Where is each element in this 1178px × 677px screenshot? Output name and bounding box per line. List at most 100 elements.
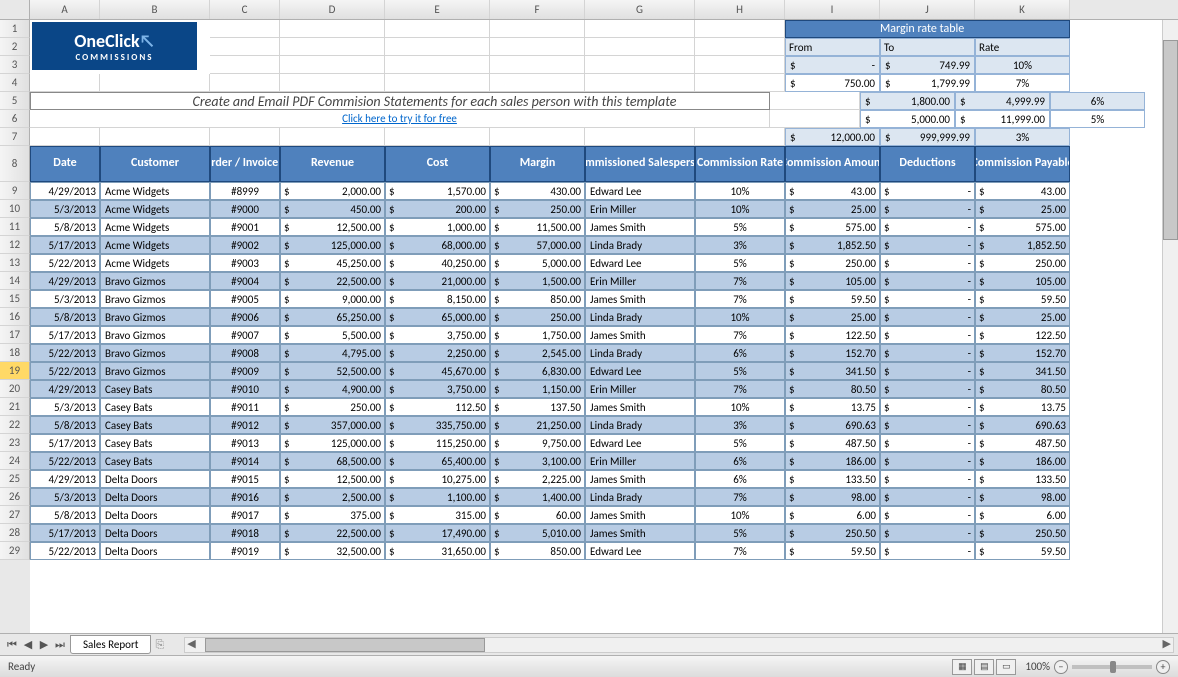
row-header-16[interactable]: 16	[0, 308, 30, 326]
mrt-cell[interactable]: $999,999.99	[880, 128, 975, 146]
th-margin[interactable]: Margin	[490, 146, 585, 182]
mrt-cell[interactable]: 10%	[975, 56, 1070, 74]
cell-margin[interactable]: $2,225.00	[490, 470, 585, 488]
cell-date[interactable]: 5/22/2013	[30, 452, 100, 470]
cell-rate[interactable]: 7%	[695, 272, 785, 290]
cell-cost[interactable]: $68,000.00	[385, 236, 490, 254]
cell-salesperson[interactable]: Linda Brady	[585, 236, 695, 254]
cell-customer[interactable]: Casey Bats	[100, 398, 210, 416]
col-header-A[interactable]: A	[30, 0, 100, 19]
cell-rate[interactable]: 7%	[695, 326, 785, 344]
cell-salesperson[interactable]: James Smith	[585, 290, 695, 308]
cell-order[interactable]: #8999	[210, 182, 280, 200]
row-header-22[interactable]: 22	[0, 416, 30, 434]
col-header-F[interactable]: F	[490, 0, 585, 19]
cell-order[interactable]: #9018	[210, 524, 280, 542]
cell-margin[interactable]: $1,750.00	[490, 326, 585, 344]
cell-margin[interactable]: $250.00	[490, 200, 585, 218]
cell-cost[interactable]: $17,490.00	[385, 524, 490, 542]
cell-rate[interactable]: 5%	[695, 254, 785, 272]
table-row[interactable]: 5/3/2013Bravo Gizmos#9005$9,000.00$8,150…	[30, 290, 1162, 308]
cell-revenue[interactable]: $22,500.00	[280, 524, 385, 542]
cell-cost[interactable]: $21,000.00	[385, 272, 490, 290]
cell-date[interactable]: 5/22/2013	[30, 254, 100, 272]
try-free-link[interactable]: Click here to try it for free	[342, 112, 457, 125]
cell-payable[interactable]: $43.00	[975, 182, 1070, 200]
cell-customer[interactable]: Bravo Gizmos	[100, 326, 210, 344]
cell-deductions[interactable]: $-	[880, 308, 975, 326]
cell-revenue[interactable]: $2,500.00	[280, 488, 385, 506]
cell-salesperson[interactable]: Edward Lee	[585, 182, 695, 200]
table-row[interactable]: 5/17/2013Bravo Gizmos#9007$5,500.00$3,75…	[30, 326, 1162, 344]
cell-date[interactable]: 5/17/2013	[30, 236, 100, 254]
mrt-cell[interactable]: $4,999.99	[955, 92, 1050, 110]
vscroll-thumb[interactable]	[1163, 40, 1178, 240]
cell-date[interactable]: 5/22/2013	[30, 542, 100, 560]
cell-amount[interactable]: $59.50	[785, 290, 880, 308]
row-header-17[interactable]: 17	[0, 326, 30, 344]
cell-deductions[interactable]: $-	[880, 236, 975, 254]
cell-customer[interactable]: Delta Doors	[100, 470, 210, 488]
cell-salesperson[interactable]: Edward Lee	[585, 362, 695, 380]
new-sheet-icon[interactable]: ⎘	[155, 638, 164, 652]
col-header-J[interactable]: J	[880, 0, 975, 19]
row-header-8[interactable]: 8	[0, 146, 30, 182]
cell-amount[interactable]: $25.00	[785, 308, 880, 326]
cell-rate[interactable]: 7%	[695, 542, 785, 560]
cell-customer[interactable]: Casey Bats	[100, 380, 210, 398]
cell-amount[interactable]: $105.00	[785, 272, 880, 290]
table-row[interactable]: 4/29/2013Bravo Gizmos#9004$22,500.00$21,…	[30, 272, 1162, 290]
cell-deductions[interactable]: $-	[880, 326, 975, 344]
cell-salesperson[interactable]: Linda Brady	[585, 488, 695, 506]
table-row[interactable]: 5/22/2013Casey Bats#9014$68,500.00$65,40…	[30, 452, 1162, 470]
cell-date[interactable]: 5/8/2013	[30, 506, 100, 524]
table-row[interactable]: 5/8/2013Acme Widgets#9001$12,500.00$1,00…	[30, 218, 1162, 236]
cell-salesperson[interactable]: James Smith	[585, 326, 695, 344]
cell-order[interactable]: #9019	[210, 542, 280, 560]
cell-rate[interactable]: 5%	[695, 524, 785, 542]
cell-revenue[interactable]: $2,000.00	[280, 182, 385, 200]
cell-salesperson[interactable]: Erin Miller	[585, 452, 695, 470]
cell-revenue[interactable]: $52,500.00	[280, 362, 385, 380]
cell-deductions[interactable]: $-	[880, 362, 975, 380]
cell-payable[interactable]: $341.50	[975, 362, 1070, 380]
cell-customer[interactable]: Bravo Gizmos	[100, 308, 210, 326]
cell-payable[interactable]: $152.70	[975, 344, 1070, 362]
hscroll-right-icon[interactable]: ▶	[1163, 637, 1171, 650]
cell-deductions[interactable]: $-	[880, 272, 975, 290]
table-row[interactable]: 5/22/2013Bravo Gizmos#9009$52,500.00$45,…	[30, 362, 1162, 380]
row-header-10[interactable]: 10	[0, 200, 30, 218]
cell-cost[interactable]: $45,670.00	[385, 362, 490, 380]
cell-amount[interactable]: $13.75	[785, 398, 880, 416]
cell-rate[interactable]: 3%	[695, 236, 785, 254]
table-row[interactable]: 5/17/2013Casey Bats#9013$125,000.00$115,…	[30, 434, 1162, 452]
cell-revenue[interactable]: $357,000.00	[280, 416, 385, 434]
cell-order[interactable]: #9009	[210, 362, 280, 380]
row-header-1[interactable]: 1	[0, 20, 30, 38]
cell-customer[interactable]: Delta Doors	[100, 506, 210, 524]
cell-order[interactable]: #9005	[210, 290, 280, 308]
cell-customer[interactable]: Casey Bats	[100, 452, 210, 470]
mrt-cell[interactable]: 7%	[975, 74, 1070, 92]
cell-amount[interactable]: $1,852.50	[785, 236, 880, 254]
cell-date[interactable]: 5/8/2013	[30, 416, 100, 434]
cell-amount[interactable]: $25.00	[785, 200, 880, 218]
cell-date[interactable]: 5/3/2013	[30, 200, 100, 218]
table-row[interactable]: 5/3/2013Delta Doors#9016$2,500.00$1,100.…	[30, 488, 1162, 506]
th-order[interactable]: Order / Invoice #	[210, 146, 280, 182]
cell-amount[interactable]: $250.50	[785, 524, 880, 542]
cell-date[interactable]: 5/17/2013	[30, 326, 100, 344]
row-header-6[interactable]: 6	[0, 110, 30, 128]
cell-margin[interactable]: $1,500.00	[490, 272, 585, 290]
cell-salesperson[interactable]: Erin Miller	[585, 272, 695, 290]
row-header-28[interactable]: 28	[0, 524, 30, 542]
view-layout-icon[interactable]: ▤	[974, 659, 994, 675]
cell-margin[interactable]: $21,250.00	[490, 416, 585, 434]
row-header-25[interactable]: 25	[0, 470, 30, 488]
cell-rate[interactable]: 10%	[695, 200, 785, 218]
cell-payable[interactable]: $250.00	[975, 254, 1070, 272]
cell-customer[interactable]: Delta Doors	[100, 542, 210, 560]
cell-date[interactable]: 5/17/2013	[30, 434, 100, 452]
cell-deductions[interactable]: $-	[880, 344, 975, 362]
cell-payable[interactable]: $25.00	[975, 200, 1070, 218]
